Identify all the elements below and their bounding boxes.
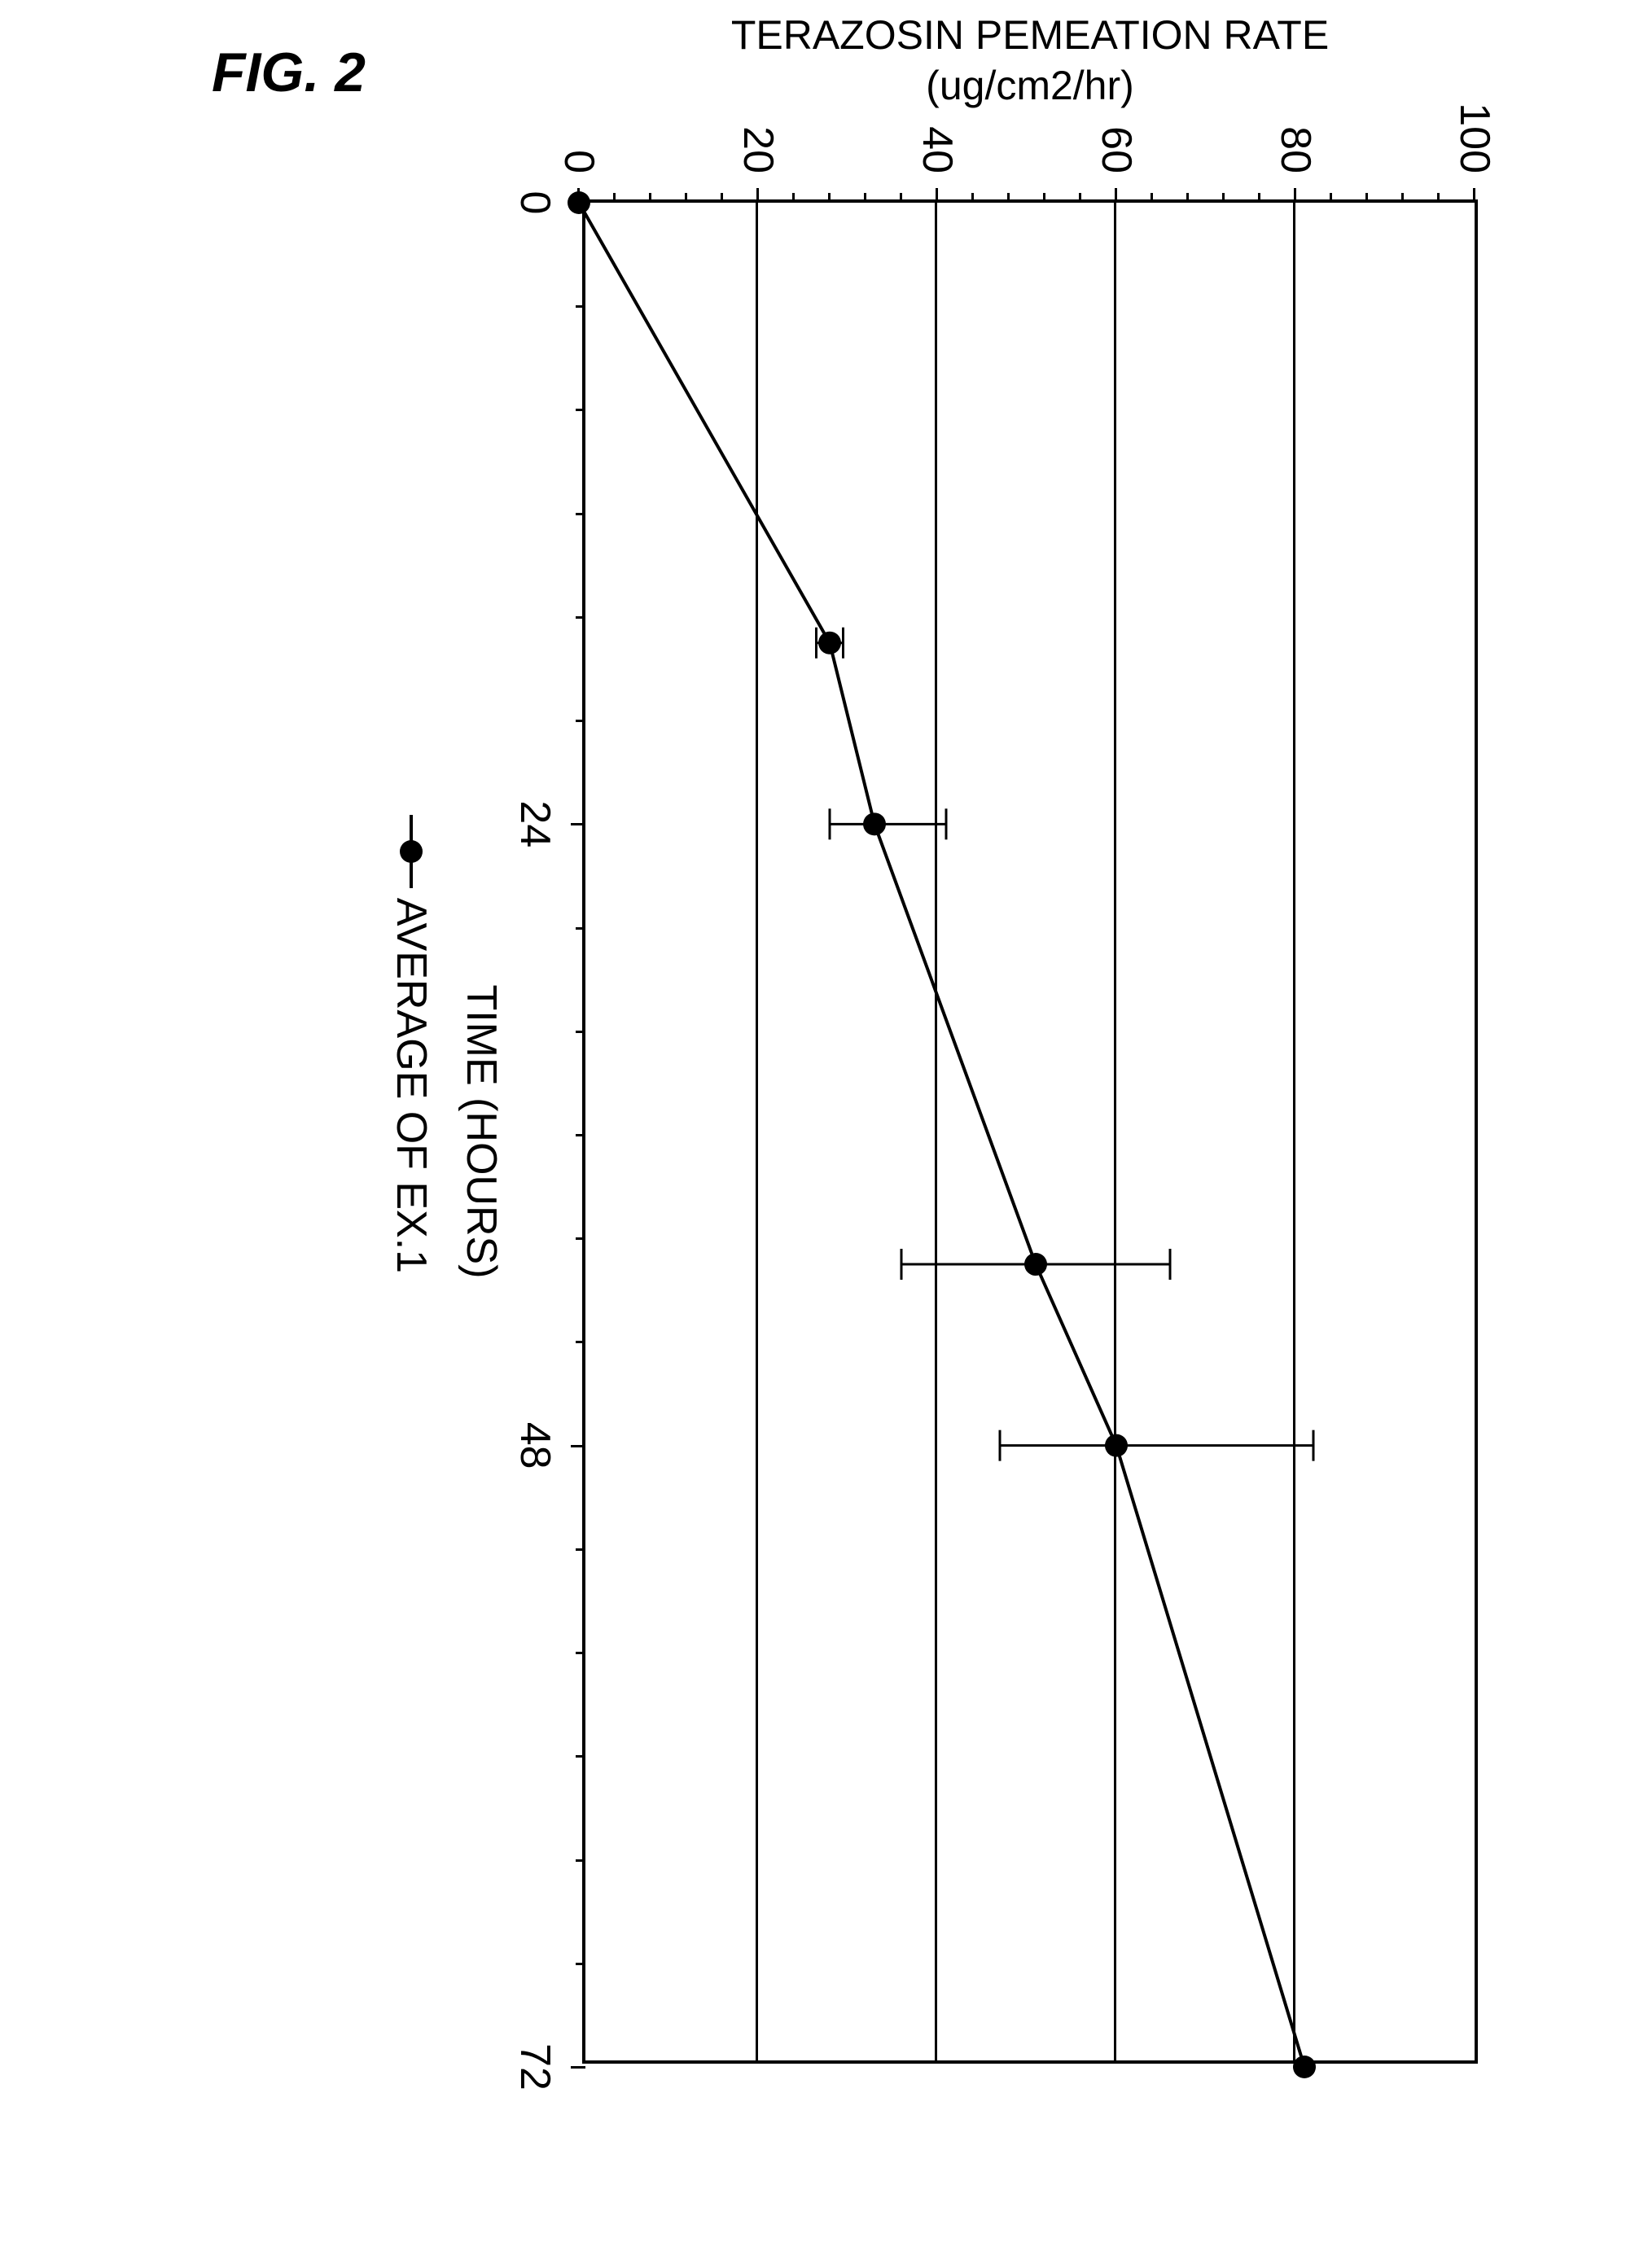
chart-svg: [579, 203, 1475, 2067]
y-tick-label: 0: [554, 150, 603, 173]
data-marker: [1293, 2056, 1316, 2078]
y-minor-tick: [900, 193, 902, 203]
legend-label: AVERAGE OF EX.1: [387, 898, 436, 1273]
y-minor-tick: [1258, 193, 1260, 203]
y-minor-tick: [721, 193, 723, 203]
x-tick-label: 24: [511, 800, 559, 847]
y-axis-label-line1: TERAZOSIN PEMEATION RATE: [731, 11, 1329, 59]
legend-line-icon: [410, 815, 413, 888]
x-tick-label: 48: [511, 1422, 559, 1469]
y-tick: [936, 188, 938, 203]
y-minor-tick: [1365, 193, 1368, 203]
y-tick-label: 60: [1092, 126, 1141, 173]
y-tick-label: 100: [1450, 103, 1499, 173]
y-minor-tick: [1043, 193, 1045, 203]
y-minor-tick: [1186, 193, 1189, 203]
y-minor-tick: [1079, 193, 1081, 203]
y-minor-tick: [1151, 193, 1153, 203]
y-minor-tick: [1222, 193, 1225, 203]
x-axis-label: TIME (HOURS): [457, 984, 506, 1278]
data-marker: [568, 191, 590, 214]
y-minor-tick: [1401, 193, 1404, 203]
y-axis-label-line2: (ug/cm2/hr): [731, 62, 1329, 109]
y-minor-tick: [1330, 193, 1332, 203]
y-tick-label: 80: [1271, 126, 1320, 173]
y-tick: [1473, 188, 1475, 203]
y-tick: [756, 188, 759, 203]
legend-dot-icon: [400, 840, 423, 863]
data-marker: [1105, 1434, 1128, 1457]
y-minor-tick: [971, 193, 974, 203]
y-minor-tick: [1007, 193, 1010, 203]
x-tick-label: 0: [511, 191, 559, 215]
y-minor-tick: [1437, 193, 1440, 203]
y-minor-tick: [613, 193, 616, 203]
plot-area: 0204060801000244872TIME (HOURS)TERAZOSIN…: [582, 199, 1478, 2064]
rotated-chart-wrapper: 0204060801000244872TIME (HOURS)TERAZOSIN…: [346, 142, 1510, 2121]
legend: AVERAGE OF EX.1: [387, 815, 436, 1273]
data-marker: [818, 632, 841, 655]
y-minor-tick: [864, 193, 866, 203]
y-axis-label: TERAZOSIN PEMEATION RATE(ug/cm2/hr): [731, 11, 1329, 109]
y-tick-label: 20: [734, 126, 782, 173]
y-tick: [1294, 188, 1296, 203]
series-line: [579, 203, 1304, 2067]
figure-title: FIG. 2: [212, 41, 366, 104]
y-minor-tick: [649, 193, 651, 203]
y-minor-tick: [828, 193, 831, 203]
y-tick-label: 40: [913, 126, 962, 173]
y-minor-tick: [792, 193, 795, 203]
y-tick: [1115, 188, 1117, 203]
data-marker: [863, 812, 886, 835]
x-tick-label: 72: [511, 2043, 559, 2091]
data-marker: [1024, 1253, 1047, 1276]
y-minor-tick: [685, 193, 687, 203]
